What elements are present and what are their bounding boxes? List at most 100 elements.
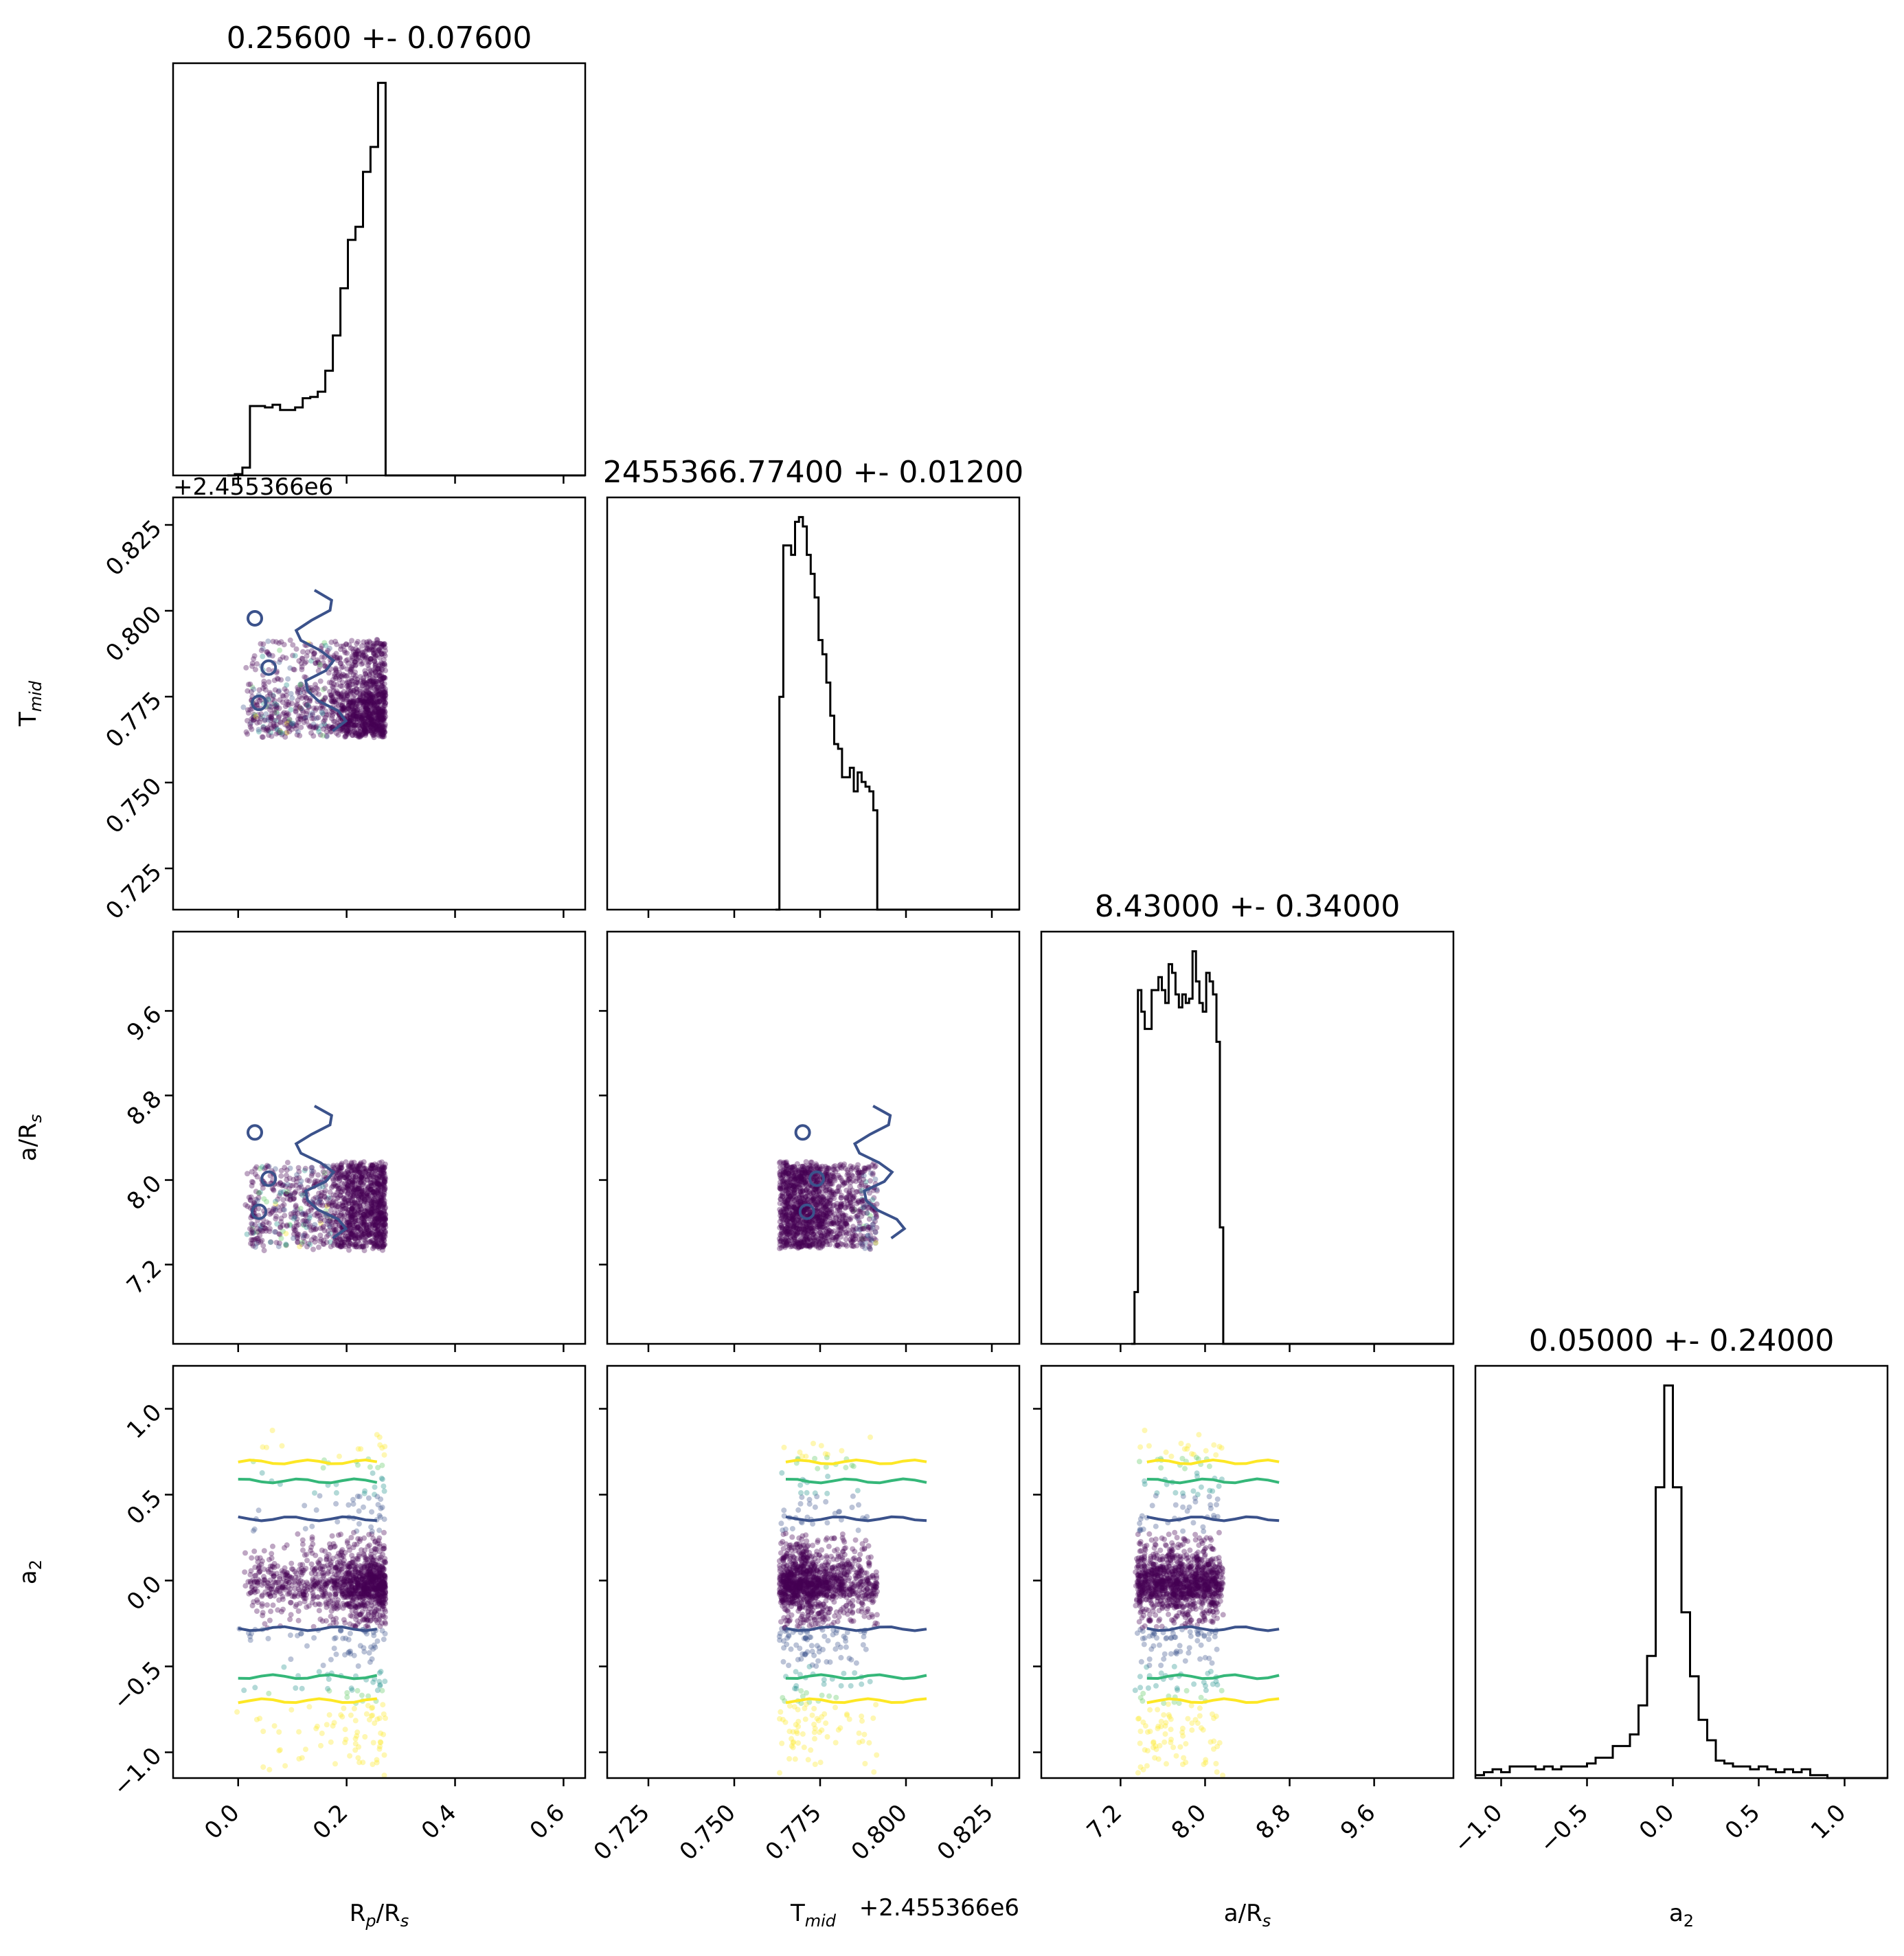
sample-point bbox=[332, 665, 339, 671]
sample-point bbox=[284, 682, 290, 688]
sample-point bbox=[836, 1244, 842, 1250]
sample-point bbox=[356, 712, 363, 719]
sample-point bbox=[370, 682, 376, 688]
sample-point bbox=[824, 1226, 830, 1231]
sample-point bbox=[329, 698, 335, 704]
sample-point bbox=[381, 730, 387, 736]
sample-point bbox=[375, 715, 381, 721]
sample-point bbox=[331, 1544, 337, 1550]
sample-point bbox=[302, 1526, 308, 1532]
sample-point bbox=[306, 1209, 311, 1215]
sample-point bbox=[793, 1241, 799, 1247]
sample-point bbox=[370, 695, 376, 701]
sample-point bbox=[380, 1702, 386, 1708]
sample-point bbox=[356, 732, 362, 738]
sample-point bbox=[380, 731, 386, 737]
sample-point bbox=[365, 645, 371, 651]
sample-point bbox=[258, 711, 264, 717]
sample-point bbox=[260, 1243, 267, 1249]
sample-point bbox=[304, 710, 309, 717]
sample-point bbox=[352, 717, 359, 723]
sample-point bbox=[314, 715, 320, 721]
sample-point bbox=[313, 705, 319, 711]
sample-point bbox=[277, 657, 284, 662]
sample-point bbox=[361, 729, 367, 735]
sample-point bbox=[297, 1206, 304, 1211]
sample-point bbox=[260, 1764, 267, 1770]
sample-point bbox=[249, 1241, 256, 1247]
sample-point bbox=[323, 708, 329, 715]
sample-point bbox=[383, 695, 388, 701]
sample-point bbox=[376, 647, 383, 653]
sample-point bbox=[373, 673, 379, 679]
sample-point bbox=[260, 685, 267, 691]
sample-point bbox=[361, 1215, 367, 1222]
sample-point bbox=[282, 717, 288, 723]
sample-point bbox=[335, 657, 341, 663]
sample-point bbox=[355, 639, 361, 644]
sample-point bbox=[359, 661, 365, 667]
sample-point bbox=[348, 645, 354, 651]
sample-point bbox=[843, 1243, 850, 1249]
sample-point bbox=[348, 720, 354, 726]
sample-point bbox=[261, 1248, 267, 1254]
sample-point bbox=[382, 644, 388, 651]
scatter-panel-ars-vs-tmid bbox=[776, 1159, 880, 1252]
sample-point bbox=[295, 1233, 301, 1238]
sample-point bbox=[339, 1213, 345, 1219]
sample-point bbox=[367, 656, 374, 662]
sample-point bbox=[330, 1162, 337, 1169]
sample-point bbox=[359, 653, 365, 659]
sample-point bbox=[348, 666, 354, 672]
sample-point bbox=[354, 686, 360, 693]
sample-point bbox=[805, 1223, 811, 1229]
sample-point bbox=[378, 691, 385, 697]
sample-point bbox=[382, 708, 388, 715]
sample-point bbox=[326, 1200, 332, 1206]
sample-point bbox=[295, 697, 301, 704]
sample-point bbox=[260, 653, 266, 660]
sample-point bbox=[319, 709, 325, 715]
sample-point bbox=[256, 1190, 262, 1196]
sample-point bbox=[330, 1181, 337, 1187]
sample-point bbox=[372, 687, 378, 693]
sample-point bbox=[824, 1214, 830, 1219]
sample-point bbox=[354, 1224, 361, 1230]
sample-point bbox=[335, 1242, 341, 1248]
sample-point bbox=[815, 1173, 821, 1180]
sample-point bbox=[364, 729, 370, 734]
sample-point bbox=[792, 1206, 798, 1212]
sample-point bbox=[322, 695, 328, 701]
sample-point bbox=[273, 731, 280, 737]
sample-point bbox=[308, 685, 314, 690]
sample-point bbox=[365, 662, 371, 668]
sample-point bbox=[342, 649, 348, 655]
sample-point bbox=[371, 722, 377, 728]
sample-point bbox=[267, 1228, 273, 1235]
sample-point bbox=[354, 649, 361, 655]
sample-point bbox=[282, 1763, 288, 1769]
sample-point bbox=[268, 715, 274, 721]
sample-point bbox=[356, 697, 361, 704]
sample-point bbox=[362, 699, 368, 706]
sample-point bbox=[337, 683, 343, 689]
sample-point bbox=[379, 1165, 385, 1171]
sample-point bbox=[249, 726, 255, 732]
sample-point bbox=[352, 728, 358, 734]
sample-point bbox=[378, 1200, 383, 1206]
sample-point bbox=[367, 1464, 373, 1470]
sample-point bbox=[381, 723, 387, 730]
sample-point bbox=[847, 1200, 853, 1206]
sample-point bbox=[344, 729, 350, 735]
sample-point bbox=[271, 726, 277, 732]
sample-point bbox=[274, 704, 280, 710]
sample-point bbox=[324, 1234, 330, 1239]
sample-point bbox=[345, 698, 351, 704]
sample-point bbox=[278, 1235, 284, 1241]
sample-point bbox=[243, 664, 249, 671]
sample-point bbox=[290, 642, 296, 648]
sample-point bbox=[297, 732, 303, 739]
sample-point bbox=[352, 1718, 359, 1724]
sample-point bbox=[323, 642, 329, 649]
sample-point bbox=[310, 716, 317, 722]
